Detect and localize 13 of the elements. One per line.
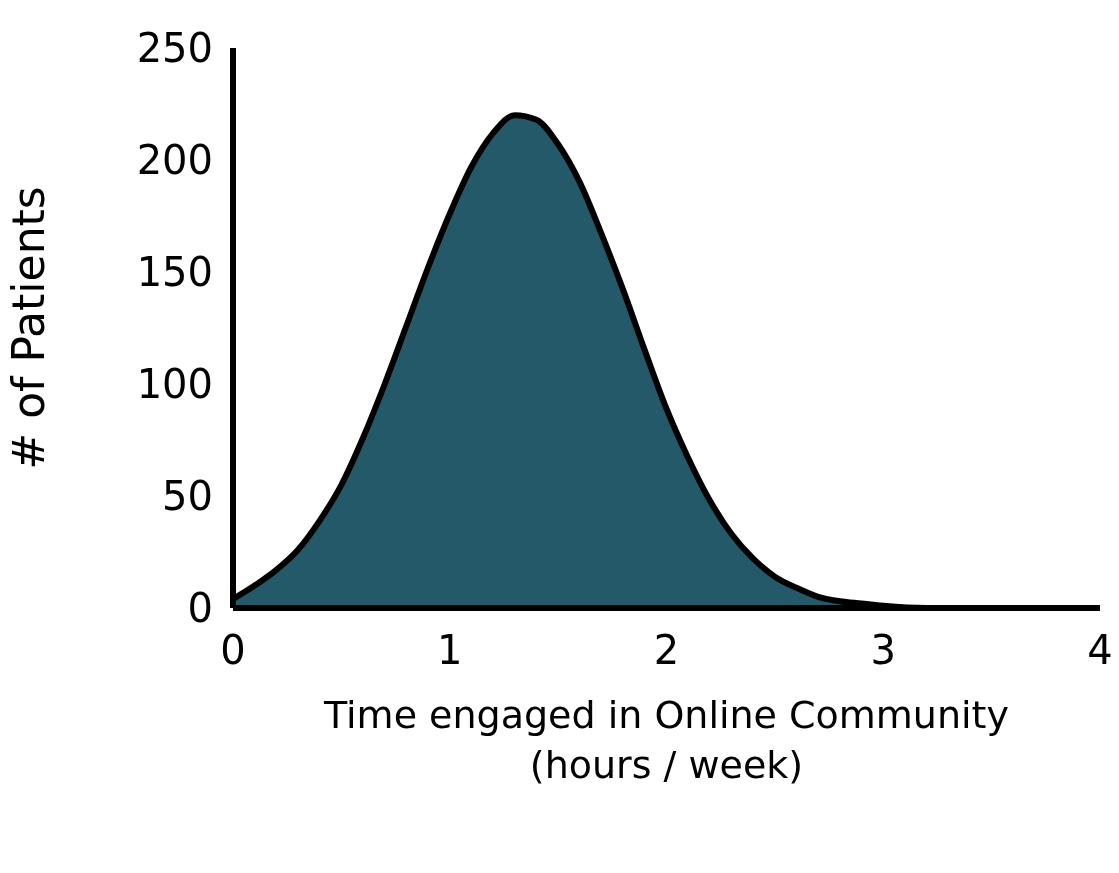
x-tick-label: 1: [437, 627, 463, 674]
x-axis-title: Time engaged in Online Community (hours / week): [323, 693, 1009, 787]
x-tick-label: 4: [1087, 627, 1113, 674]
x-tick-label: 2: [653, 627, 680, 674]
y-tick-label: 100: [136, 361, 213, 408]
y-axis-title: # of Patients: [2, 186, 54, 470]
y-tick-label: 0: [187, 585, 213, 632]
y-tick-label: 150: [136, 249, 213, 296]
x-tick-label: 0: [220, 627, 246, 674]
y-tick-label: 50: [162, 473, 213, 520]
y-tick-label: 250: [136, 25, 213, 72]
y-tick-label: 200: [136, 137, 213, 184]
x-tick-label: 3: [870, 627, 896, 674]
